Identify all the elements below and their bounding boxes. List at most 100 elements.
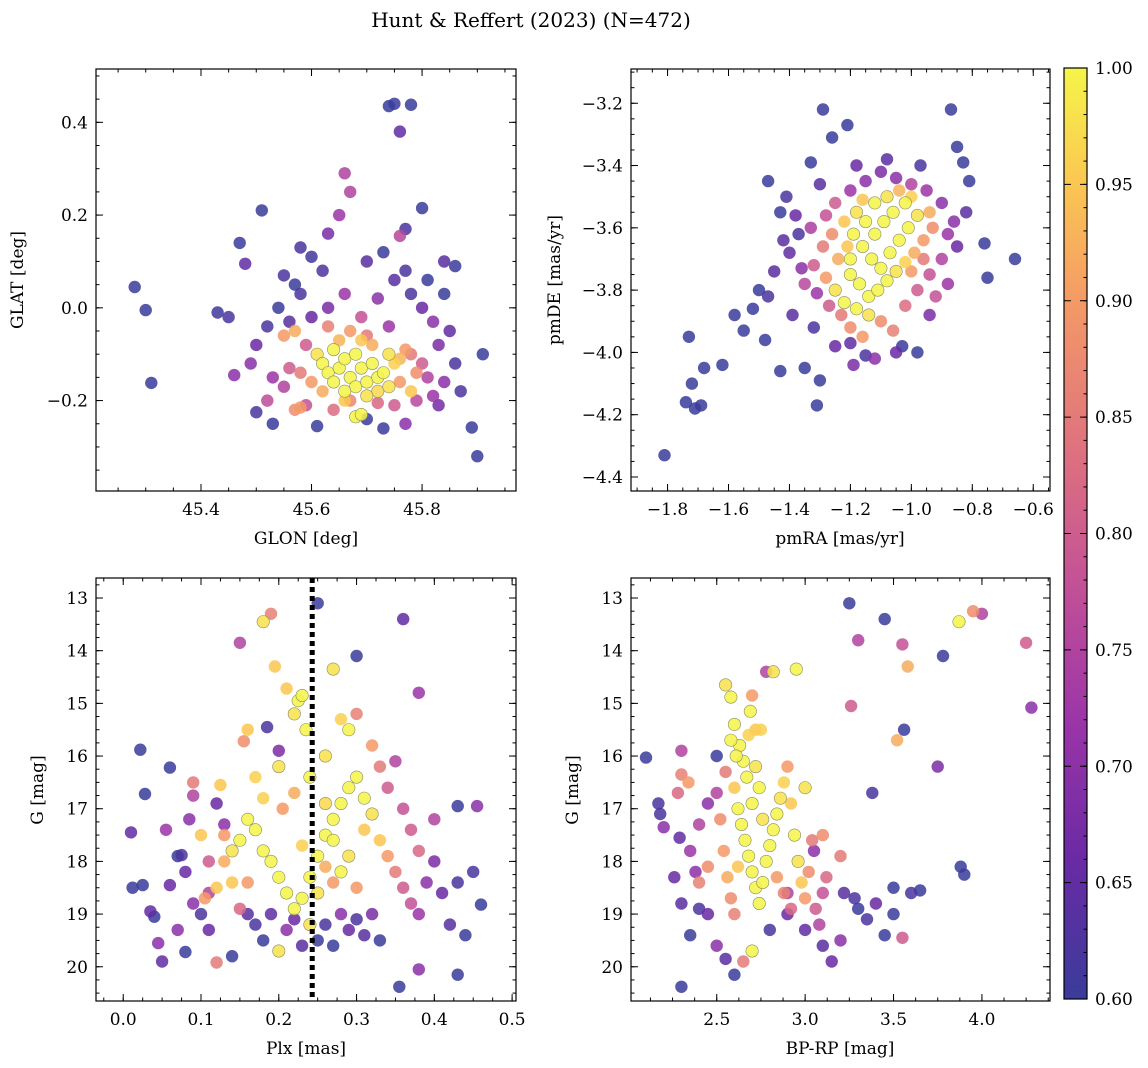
data-point <box>899 255 912 269</box>
data-point <box>810 399 824 412</box>
data-point <box>412 907 425 921</box>
data-point <box>721 871 734 884</box>
data-point <box>276 802 289 815</box>
data-point <box>728 308 741 322</box>
y-tick-label: −4.2 <box>582 406 623 426</box>
data-point <box>272 744 285 757</box>
data-point <box>807 844 821 858</box>
data-point <box>792 227 805 241</box>
data-point <box>334 907 348 921</box>
data-point <box>389 865 402 879</box>
data-point <box>728 781 741 794</box>
data-point <box>128 280 141 294</box>
data-point <box>719 678 733 692</box>
x-tick-label: −0.8 <box>952 500 993 520</box>
x-axis-label-sky: GLON [deg] <box>254 529 358 549</box>
data-point <box>318 796 332 810</box>
data-point <box>222 310 235 324</box>
data-point <box>734 817 748 831</box>
data-point <box>288 913 301 926</box>
data-point <box>239 257 252 270</box>
data-point <box>756 812 770 826</box>
data-point <box>389 755 402 768</box>
data-point <box>233 833 247 847</box>
data-point <box>470 799 484 813</box>
data-point <box>802 865 815 879</box>
data-point <box>675 980 688 993</box>
data-point <box>428 813 441 826</box>
data-point <box>860 913 874 926</box>
data-point <box>777 886 791 900</box>
data-point <box>277 329 291 342</box>
data-point <box>358 929 371 942</box>
data-point <box>844 699 858 713</box>
data-point <box>737 324 750 337</box>
data-point <box>780 190 793 203</box>
data-point <box>264 907 278 921</box>
data-point <box>935 196 948 210</box>
data-point <box>798 892 812 905</box>
data-point <box>947 215 961 228</box>
data-point <box>350 770 364 784</box>
data-point <box>761 290 775 303</box>
data-point <box>360 389 374 403</box>
data-point <box>342 723 356 737</box>
data-point <box>225 950 239 963</box>
data-point <box>784 902 798 915</box>
data-point <box>283 315 296 328</box>
data-point <box>871 283 885 297</box>
data-point <box>360 255 373 268</box>
data-point <box>745 944 759 958</box>
data-point <box>862 308 876 322</box>
data-point <box>745 689 759 702</box>
colorbar-tick-label: 1.00 <box>1095 59 1133 79</box>
y-tick-label: 18 <box>66 852 88 872</box>
data-point <box>675 897 688 910</box>
data-point <box>241 812 255 826</box>
data-point <box>682 776 695 789</box>
data-point <box>198 892 212 905</box>
data-point <box>901 660 914 673</box>
data-point <box>710 939 723 952</box>
data-point <box>382 380 396 394</box>
data-point <box>868 196 882 210</box>
data-point <box>357 791 371 805</box>
data-point <box>210 956 223 969</box>
data-point <box>701 860 715 873</box>
data-point <box>798 361 811 375</box>
data-point <box>467 865 480 879</box>
data-point <box>866 786 879 800</box>
data-point <box>183 813 196 826</box>
data-point <box>859 215 873 229</box>
y-tick-label: 17 <box>601 800 623 820</box>
data-point <box>889 346 903 359</box>
data-point <box>415 357 429 370</box>
x-tick-label: −1.6 <box>708 500 749 520</box>
data-point <box>342 849 356 863</box>
data-point <box>474 898 488 911</box>
data-point <box>837 886 851 900</box>
data-point <box>218 828 231 842</box>
data-point <box>754 723 768 736</box>
data-point <box>714 813 727 826</box>
data-point <box>923 268 936 281</box>
data-point <box>365 907 379 921</box>
data-point <box>366 338 379 352</box>
data-point <box>877 215 891 229</box>
y-tick-label: 14 <box>66 642 88 662</box>
data-point <box>388 357 401 370</box>
data-point <box>849 302 863 316</box>
x-tick-label: 0.1 <box>187 1010 214 1030</box>
y-tick-label: 20 <box>601 958 623 978</box>
data-point <box>241 876 254 889</box>
data-point <box>874 165 888 178</box>
x-tick-label: 3.0 <box>792 1010 819 1030</box>
data-point <box>333 208 346 222</box>
data-point <box>280 886 294 900</box>
data-point <box>266 417 279 430</box>
data-point <box>319 860 332 873</box>
data-point <box>901 221 915 235</box>
data-point <box>261 394 274 407</box>
data-point <box>371 396 384 410</box>
data-point <box>746 302 760 315</box>
